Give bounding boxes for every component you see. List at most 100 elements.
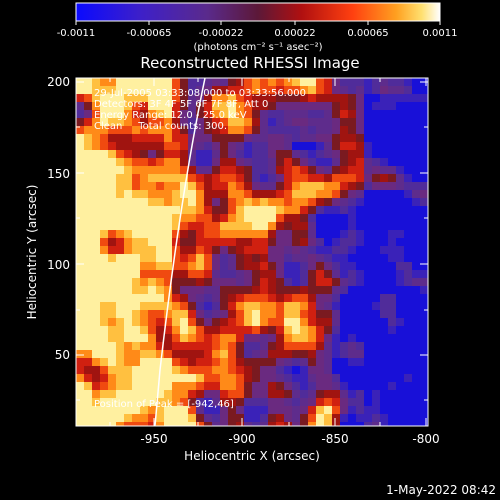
heatmap-pixel xyxy=(372,326,381,335)
heatmap-pixel xyxy=(204,134,213,143)
heatmap-pixel xyxy=(388,254,397,263)
heatmap-pixel xyxy=(140,350,149,359)
heatmap-pixel xyxy=(268,126,277,135)
heatmap-pixel xyxy=(212,414,221,423)
heatmap-pixel xyxy=(300,102,309,111)
heatmap-pixel xyxy=(164,222,173,231)
heatmap-pixel xyxy=(76,134,85,143)
heatmap-pixel xyxy=(300,126,309,135)
heatmap-pixel xyxy=(300,150,309,159)
heatmap-pixel xyxy=(284,334,293,343)
heatmap-pixel xyxy=(212,110,221,119)
heatmap-pixel xyxy=(372,422,381,426)
heatmap-pixel xyxy=(76,358,85,367)
heatmap-pixel xyxy=(396,310,405,319)
heatmap-pixel xyxy=(140,270,149,279)
heatmap-pixel xyxy=(172,366,181,375)
heatmap-pixel xyxy=(420,198,428,207)
heatmap-pixel xyxy=(292,134,301,143)
heatmap-pixel xyxy=(396,382,405,391)
heatmap-pixel xyxy=(340,190,349,199)
heatmap-pixel xyxy=(156,182,165,191)
heatmap-pixel xyxy=(132,318,141,327)
heatmap-pixel xyxy=(324,358,333,367)
heatmap-pixel xyxy=(204,374,213,383)
heatmap-pixel xyxy=(300,318,309,327)
heatmap-pixel xyxy=(252,310,261,319)
heatmap-pixel xyxy=(380,222,389,231)
heatmap-pixel xyxy=(76,278,85,287)
heatmap-pixel xyxy=(380,414,389,423)
heatmap-pixel xyxy=(348,278,357,287)
heatmap-pixel xyxy=(236,390,245,399)
heatmap-pixel xyxy=(308,182,317,191)
heatmap-pixel xyxy=(140,358,149,367)
footer-timestamp: 1-May-2022 08:42 xyxy=(386,483,496,497)
heatmap-pixel xyxy=(204,278,213,287)
heatmap-pixel xyxy=(356,174,365,183)
heatmap-pixel xyxy=(84,158,93,167)
heatmap-pixel xyxy=(404,270,413,279)
heatmap-pixel xyxy=(268,350,277,359)
heatmap-pixel xyxy=(92,142,101,151)
heatmap-pixel xyxy=(412,318,421,327)
heatmap-pixel xyxy=(196,382,205,391)
heatmap-pixel xyxy=(420,142,428,151)
heatmap-pixel xyxy=(244,382,253,391)
heatmap-pixel xyxy=(236,134,245,143)
heatmap-pixel xyxy=(364,366,373,375)
heatmap-pixel xyxy=(148,334,157,343)
heatmap-pixel xyxy=(260,110,269,119)
heatmap-pixel xyxy=(332,126,341,135)
heatmap-pixel xyxy=(420,398,428,407)
heatmap-pixel xyxy=(260,310,269,319)
heatmap-pixel xyxy=(364,102,373,111)
colorbar-ticks xyxy=(75,21,441,25)
heatmap-pixel xyxy=(212,318,221,327)
heatmap-pixel xyxy=(76,254,85,263)
heatmap-pixel xyxy=(252,294,261,303)
heatmap-pixel xyxy=(180,422,189,426)
heatmap-pixel xyxy=(372,190,381,199)
heatmap-pixel xyxy=(276,398,285,407)
heatmap-pixel xyxy=(260,214,269,223)
heatmap-pixel xyxy=(148,286,157,295)
heatmap-pixel xyxy=(116,214,125,223)
heatmap-pixel xyxy=(156,334,165,343)
heatmap-pixel xyxy=(156,166,165,175)
heatmap-pixel xyxy=(316,102,325,111)
heatmap-pixel xyxy=(148,230,157,239)
heatmap-pixel xyxy=(252,382,261,391)
heatmap-pixel xyxy=(188,166,197,175)
heatmap-pixel xyxy=(348,126,357,135)
heatmap-pixel xyxy=(396,230,405,239)
heatmap-pixel xyxy=(388,414,397,423)
heatmap-pixel xyxy=(348,190,357,199)
heatmap-pixel xyxy=(76,118,85,127)
heatmap-pixel xyxy=(148,118,157,127)
heatmap-pixel xyxy=(116,158,125,167)
heatmap-pixel xyxy=(84,342,93,351)
heatmap-pixel xyxy=(284,302,293,311)
heatmap-pixel xyxy=(412,174,421,183)
heatmap-pixel xyxy=(364,78,373,87)
heatmap-pixel xyxy=(340,270,349,279)
heatmap-pixel xyxy=(220,102,229,111)
heatmap-pixel xyxy=(380,198,389,207)
heatmap-pixel xyxy=(180,134,189,143)
heatmap-pixel xyxy=(108,246,117,255)
heatmap-pixel xyxy=(252,174,261,183)
heatmap-pixel xyxy=(156,382,165,391)
heatmap-pixel xyxy=(284,190,293,199)
heatmap-pixel xyxy=(348,134,357,143)
heatmap-pixel xyxy=(212,150,221,159)
heatmap-pixel xyxy=(140,246,149,255)
heatmap-pixel xyxy=(172,134,181,143)
heatmap-pixel xyxy=(356,158,365,167)
heatmap-pixel xyxy=(196,262,205,271)
heatmap-pixel xyxy=(196,134,205,143)
heatmap-pixel xyxy=(252,110,261,119)
heatmap-pixel xyxy=(172,166,181,175)
heatmap-pixel xyxy=(364,110,373,119)
heatmap-pixel xyxy=(324,326,333,335)
